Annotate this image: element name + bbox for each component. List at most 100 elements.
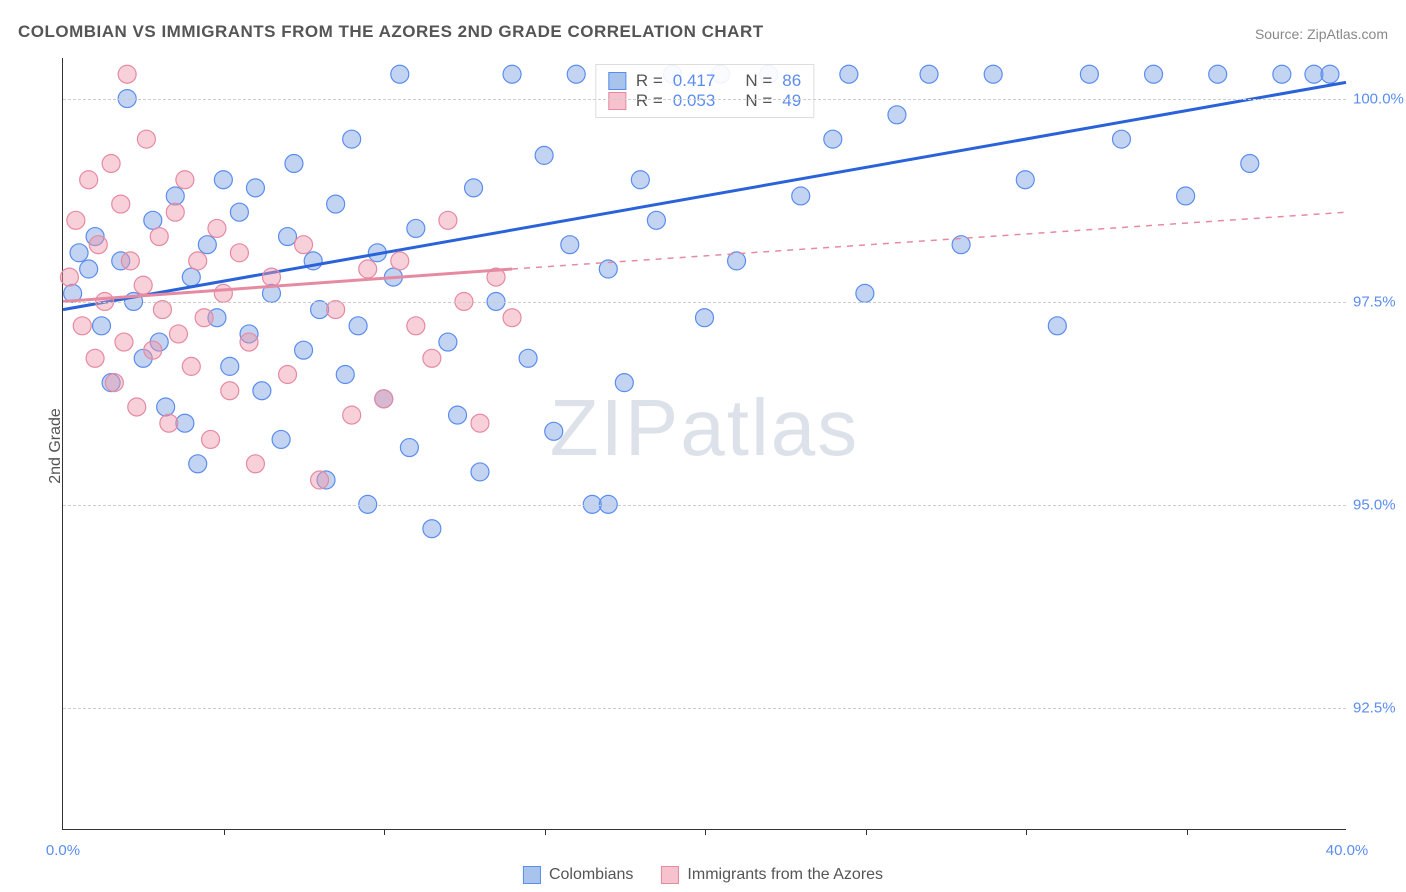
scatter-point — [535, 146, 553, 164]
trend-line-extended — [512, 212, 1346, 269]
scatter-point — [86, 349, 104, 367]
stat-n-label: N = — [745, 71, 772, 91]
scatter-point — [208, 219, 226, 237]
scatter-point — [647, 211, 665, 229]
scatter-point — [144, 341, 162, 359]
scatter-point — [1112, 130, 1130, 148]
scatter-point — [391, 252, 409, 270]
scatter-point — [246, 455, 264, 473]
scatter-point — [471, 414, 489, 432]
scatter-point — [134, 276, 152, 294]
stat-box: R =0.417N =86R =0.053N =49 — [595, 64, 814, 118]
gridline-h — [63, 302, 1346, 303]
scatter-point — [240, 333, 258, 351]
scatter-point — [160, 414, 178, 432]
legend-item: Immigrants from the Azores — [661, 866, 883, 884]
scatter-point — [253, 382, 271, 400]
stat-row: R =0.417N =86 — [608, 71, 801, 91]
scatter-point — [214, 171, 232, 189]
scatter-point — [137, 130, 155, 148]
scatter-point — [279, 228, 297, 246]
scatter-point — [221, 382, 239, 400]
scatter-point — [503, 65, 521, 83]
scatter-point — [1321, 65, 1339, 83]
scatter-point — [128, 398, 146, 416]
scatter-point — [407, 317, 425, 335]
scatter-point — [423, 520, 441, 538]
scatter-point — [115, 333, 133, 351]
scatter-point — [279, 366, 297, 384]
y-tick-label: 92.5% — [1353, 700, 1406, 717]
scatter-point — [121, 252, 139, 270]
legend-item: Colombians — [523, 866, 633, 884]
scatter-point — [150, 228, 168, 246]
scatter-point — [67, 211, 85, 229]
scatter-point — [439, 211, 457, 229]
x-tick-label: 40.0% — [1326, 842, 1369, 859]
scatter-point — [824, 130, 842, 148]
scatter-point — [615, 374, 633, 392]
gridline-h — [63, 505, 1346, 506]
stat-swatch — [608, 92, 626, 110]
scatter-point — [391, 65, 409, 83]
scatter-point — [696, 309, 714, 327]
scatter-point — [631, 171, 649, 189]
scatter-point — [230, 244, 248, 262]
scatter-point — [202, 430, 220, 448]
scatter-point — [503, 309, 521, 327]
scatter-point — [295, 341, 313, 359]
scatter-point — [262, 268, 280, 286]
scatter-point — [246, 179, 264, 197]
scatter-point — [423, 349, 441, 367]
x-tick-mark — [1187, 829, 1188, 835]
stat-r-label: R = — [636, 91, 663, 111]
scatter-point — [230, 203, 248, 221]
x-tick-label: 0.0% — [46, 842, 80, 859]
scatter-point — [327, 301, 345, 319]
scatter-point — [118, 65, 136, 83]
stat-row: R =0.053N =49 — [608, 91, 801, 111]
scatter-point — [407, 219, 425, 237]
chart-title: COLOMBIAN VS IMMIGRANTS FROM THE AZORES … — [18, 22, 764, 42]
scatter-point — [888, 106, 906, 124]
scatter-point — [1145, 65, 1163, 83]
trend-line — [63, 269, 512, 301]
legend-label: Immigrants from the Azores — [687, 866, 883, 884]
scatter-point — [1080, 65, 1098, 83]
x-tick-mark — [384, 829, 385, 835]
scatter-point — [311, 301, 329, 319]
scatter-point — [102, 155, 120, 173]
scatter-point — [153, 301, 171, 319]
scatter-point — [73, 317, 91, 335]
scatter-point — [105, 374, 123, 392]
scatter-point — [80, 260, 98, 278]
scatter-point — [561, 236, 579, 254]
scatter-point — [920, 65, 938, 83]
scatter-point — [465, 179, 483, 197]
scatter-point — [856, 284, 874, 302]
scatter-point — [92, 317, 110, 335]
scatter-point — [295, 236, 313, 254]
stat-r-label: R = — [636, 71, 663, 91]
scatter-point — [449, 406, 467, 424]
scatter-point — [567, 65, 585, 83]
x-tick-mark — [866, 829, 867, 835]
stat-n-value: 49 — [782, 91, 801, 111]
legend-swatch — [661, 866, 679, 884]
scatter-point — [984, 65, 1002, 83]
gridline-h — [63, 99, 1346, 100]
scatter-point — [327, 195, 345, 213]
scatter-point — [214, 284, 232, 302]
gridline-h — [63, 708, 1346, 709]
scatter-point — [400, 439, 418, 457]
x-tick-mark — [545, 829, 546, 835]
stat-r-value: 0.417 — [673, 71, 716, 91]
scatter-point — [176, 171, 194, 189]
scatter-point — [157, 398, 175, 416]
scatter-point — [519, 349, 537, 367]
scatter-point — [80, 171, 98, 189]
plot-area: ZIPatlas R =0.417N =86R =0.053N =49 92.5… — [62, 58, 1346, 830]
scatter-point — [792, 187, 810, 205]
scatter-point — [166, 203, 184, 221]
scatter-point — [343, 130, 361, 148]
